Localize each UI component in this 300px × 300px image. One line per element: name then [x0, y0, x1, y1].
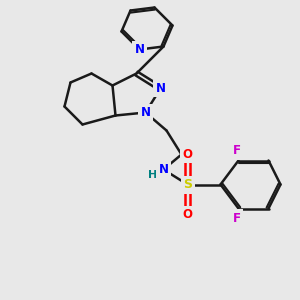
- Text: N: N: [134, 43, 145, 56]
- Text: F: F: [233, 212, 241, 225]
- Text: N: N: [140, 106, 151, 119]
- Text: N: N: [155, 82, 166, 95]
- Text: F: F: [233, 144, 241, 158]
- Text: H: H: [148, 170, 158, 180]
- Text: N: N: [158, 163, 169, 176]
- Text: S: S: [183, 178, 192, 191]
- Text: O: O: [182, 148, 193, 161]
- Text: O: O: [182, 208, 193, 221]
